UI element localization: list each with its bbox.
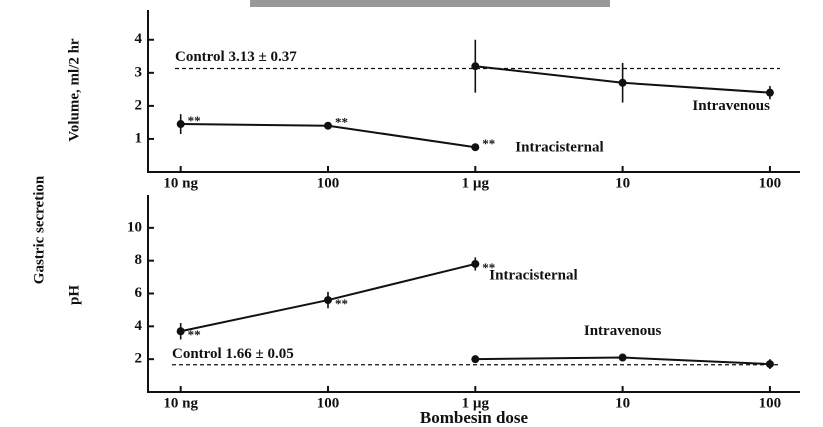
x-tick-label: 100 — [759, 175, 782, 191]
data-point — [177, 327, 185, 335]
y-tick-label: 4 — [135, 31, 143, 47]
data-point — [619, 79, 627, 87]
significance-note: ** — [188, 327, 201, 342]
control-label: Control 3.13 ± 0.37 — [175, 49, 297, 65]
significance-note: ** — [482, 136, 495, 151]
scan-artifact — [250, 0, 610, 7]
x-tick-label: 100 — [317, 395, 340, 411]
series-label: Intracisternal — [515, 140, 603, 156]
x-tick-label: 1 µg — [462, 175, 490, 191]
x-tick-label: 10 — [615, 395, 630, 411]
y-tick-label: 2 — [135, 97, 143, 113]
x-tick-label: 10 ng — [163, 395, 198, 411]
series-label: Intravenous — [584, 323, 662, 339]
y-tick-label: 1 — [135, 130, 143, 146]
y-tick-label: 4 — [135, 318, 143, 334]
figure-y-label: Gastric secretion — [31, 175, 47, 284]
data-point — [471, 62, 479, 70]
control-label: Control 1.66 ± 0.05 — [172, 346, 294, 362]
y-tick-label: 2 — [135, 351, 143, 367]
y-tick-label: 10 — [127, 219, 142, 235]
x-tick-label: 10 — [615, 175, 630, 191]
x-tick-label: 10 ng — [163, 175, 198, 191]
data-point — [766, 360, 774, 368]
data-point — [471, 143, 479, 151]
data-point — [619, 354, 627, 362]
x-tick-label: 100 — [317, 175, 340, 191]
y-axis-label: Volume, ml/2 hr — [66, 38, 82, 142]
data-point — [324, 296, 332, 304]
x-axis-label: Bombesin dose — [420, 408, 529, 427]
significance-note: ** — [335, 115, 348, 130]
data-point — [471, 260, 479, 268]
data-point — [471, 355, 479, 363]
y-tick-label: 8 — [135, 252, 143, 268]
data-point — [177, 120, 185, 128]
series-label: Intracisternal — [489, 267, 577, 283]
series-label: Intravenous — [692, 98, 770, 114]
y-tick-label: 6 — [135, 285, 143, 301]
significance-note: ** — [335, 296, 348, 311]
data-point — [766, 89, 774, 97]
data-point — [324, 122, 332, 130]
significance-note: ** — [188, 113, 201, 128]
y-tick-label: 3 — [135, 64, 143, 80]
x-tick-label: 100 — [759, 395, 782, 411]
y-axis-label: pH — [66, 285, 82, 305]
figure: Gastric secretion Volume, ml/2 hr 1 2 3 4 10 … — [0, 0, 823, 427]
